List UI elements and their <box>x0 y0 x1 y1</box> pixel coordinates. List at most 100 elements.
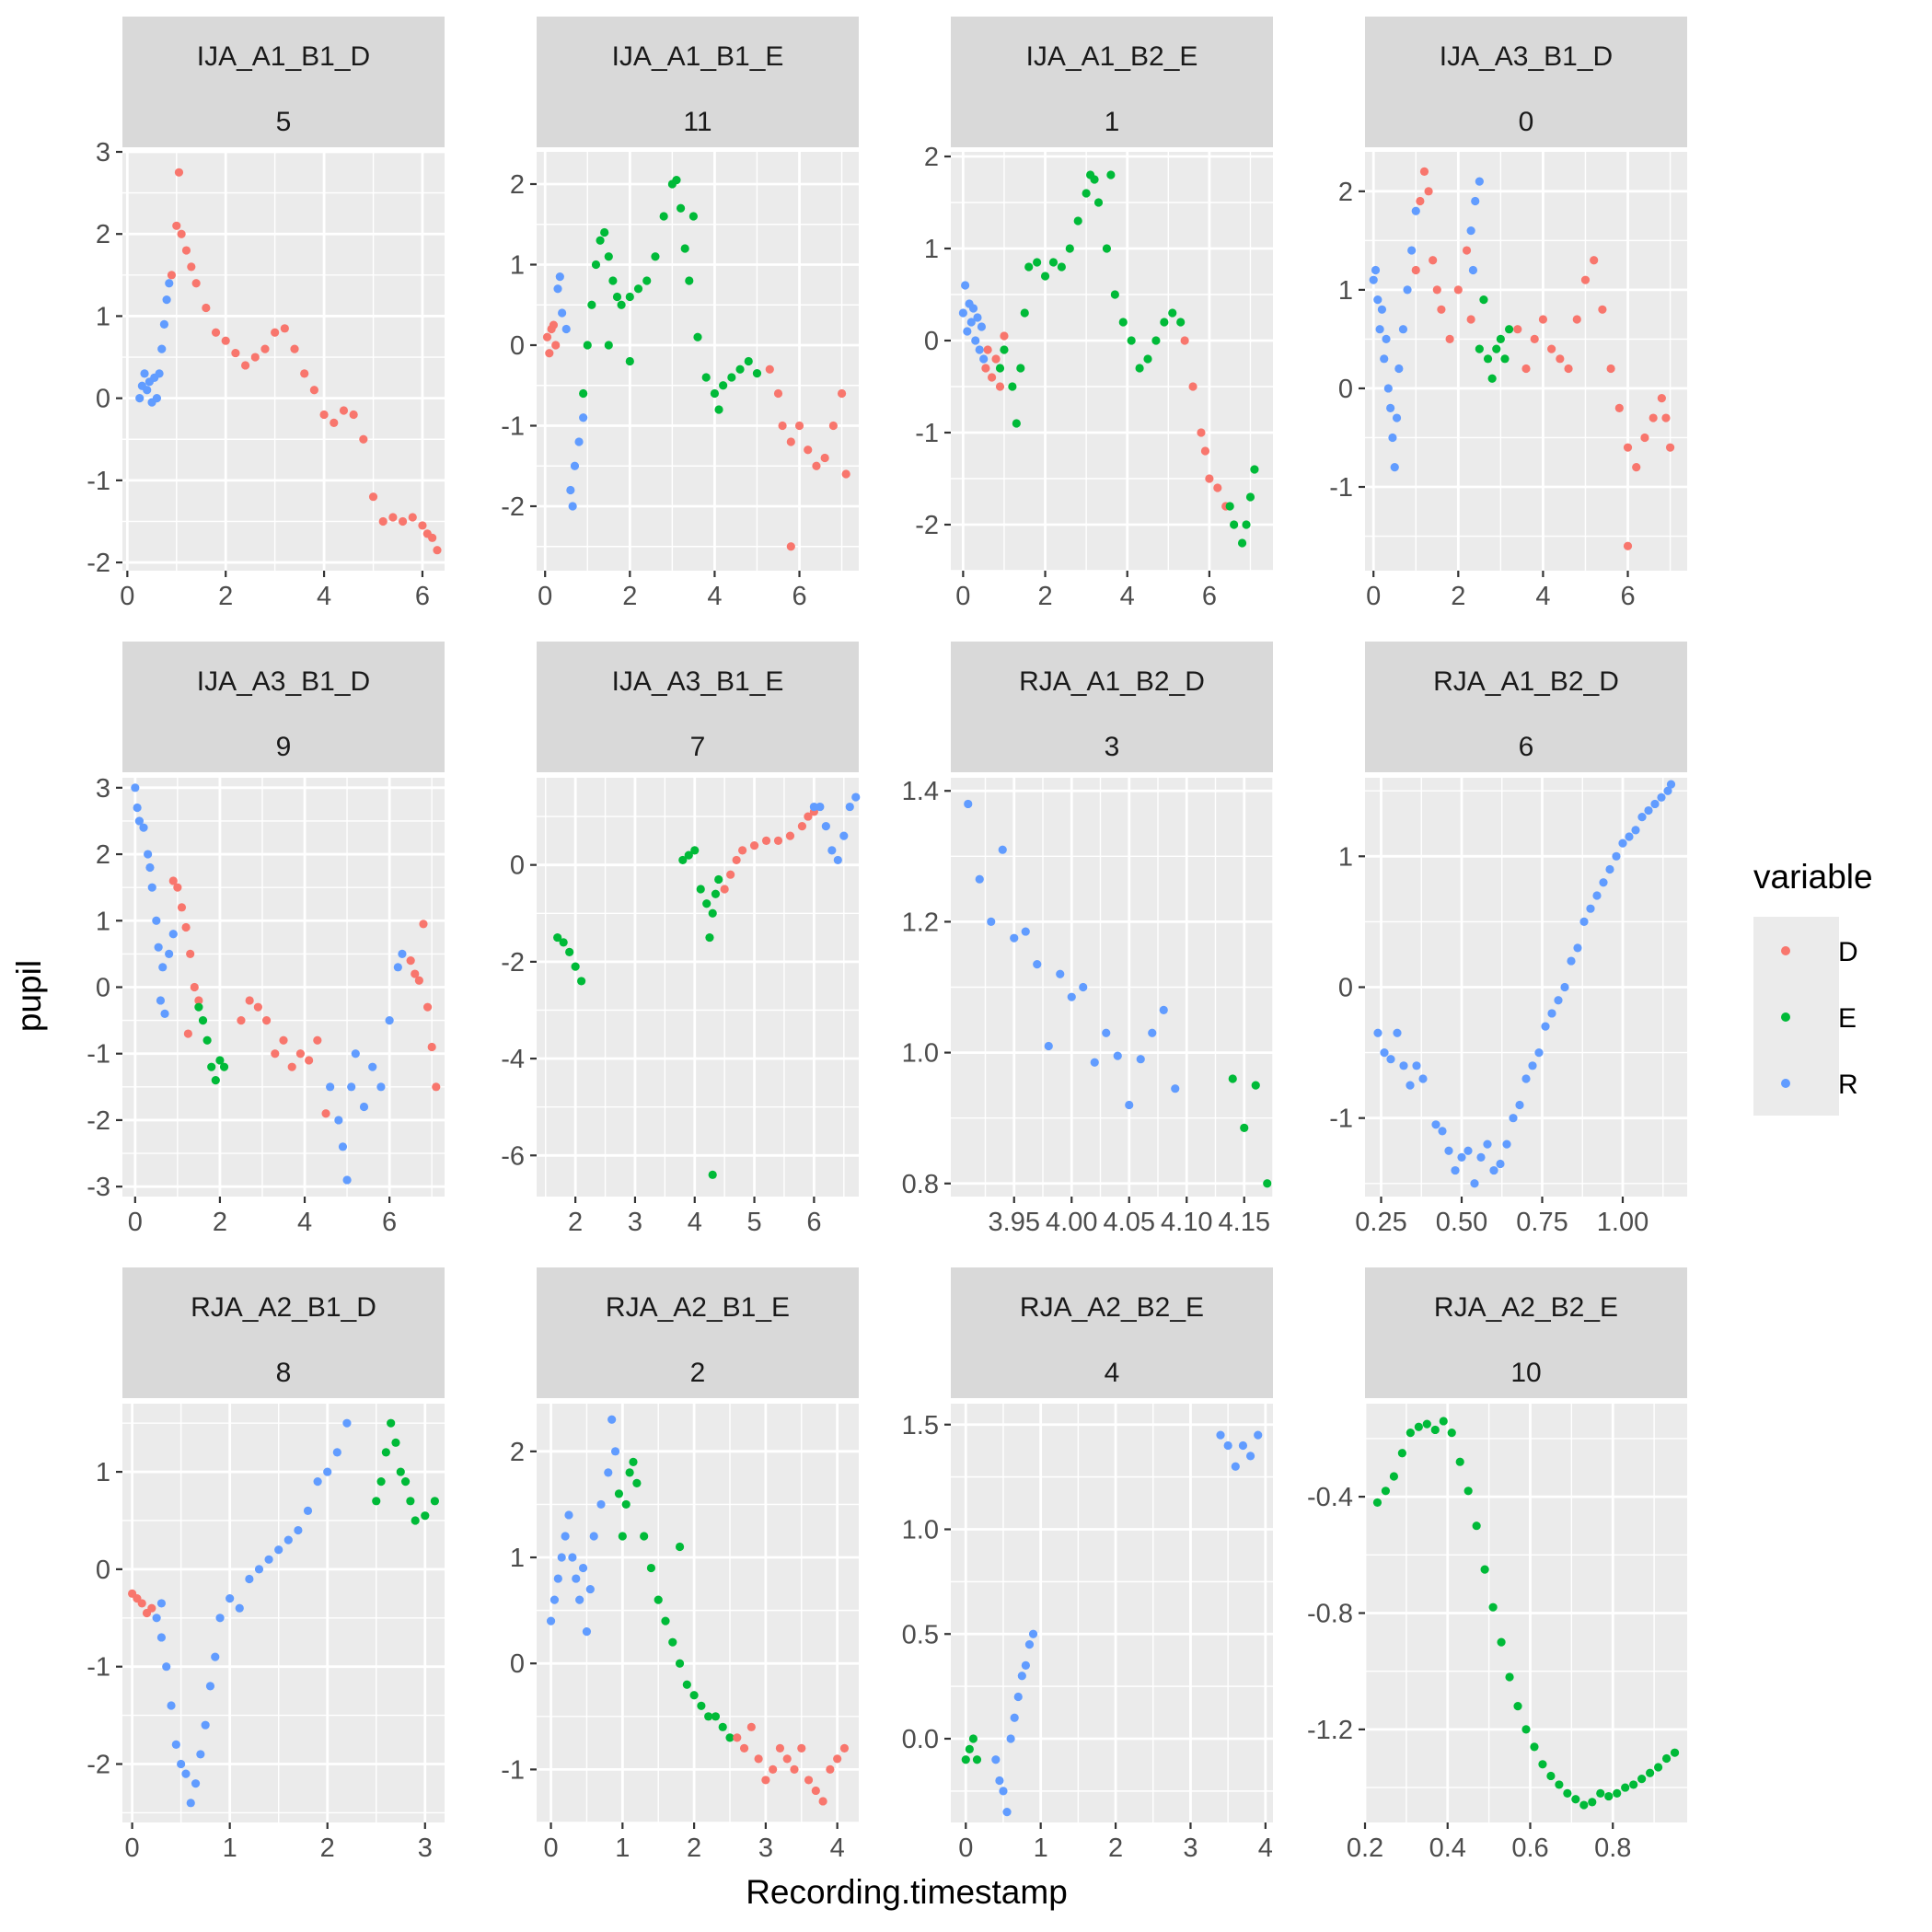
data-point-D <box>1453 285 1463 295</box>
data-point-R <box>575 1595 584 1604</box>
panel-background <box>537 778 859 1197</box>
data-point-R <box>323 1467 332 1476</box>
y-tick-label: -1 <box>501 1755 525 1785</box>
data-point-D <box>739 1743 749 1753</box>
facet-strip-label: RJA_A1_B2_D <box>1019 666 1205 697</box>
data-point-E <box>587 300 596 309</box>
data-point-E <box>612 292 622 302</box>
data-point-R <box>961 281 970 290</box>
x-tick-label: 0 <box>120 582 134 611</box>
data-point-D <box>240 361 250 370</box>
facet-strip-sublabel: 1 <box>1105 107 1120 137</box>
data-point-R <box>1006 1734 1015 1743</box>
data-point-D <box>1424 187 1433 196</box>
data-point-E <box>396 1467 405 1476</box>
data-point-D <box>411 969 420 978</box>
data-point-R <box>152 916 161 925</box>
facet-strip-sublabel: 6 <box>1519 732 1534 762</box>
data-point-R <box>1509 1114 1518 1123</box>
data-point-E <box>1118 318 1128 327</box>
data-point-E <box>1646 1768 1655 1777</box>
data-point-D <box>812 461 821 470</box>
data-point-R <box>158 963 168 972</box>
axes: 2 3 4 5 6 -6 -4 -2 0 <box>501 851 821 1237</box>
data-point-E <box>559 938 568 947</box>
data-point-D <box>811 1786 820 1796</box>
data-point-D <box>1649 413 1658 422</box>
facet-panel: RJA_A2_B2_E 10 0.2 0.4 0.6 0.8 -1.2 -0.8 -0.4 <box>1307 1267 1687 1863</box>
x-tick-label: 4.15 <box>1219 1208 1270 1237</box>
y-tick-label: -6 <box>501 1141 525 1171</box>
data-point-D <box>1623 541 1633 550</box>
data-point-D <box>1466 315 1475 324</box>
data-point-R <box>839 831 849 840</box>
data-point-R <box>156 996 166 1005</box>
x-tick-label: 1 <box>223 1834 237 1863</box>
data-point-E <box>1176 318 1186 327</box>
data-point-E <box>744 356 753 366</box>
data-point-D <box>418 521 427 530</box>
data-point-E <box>682 1680 691 1689</box>
data-point-R <box>1028 1629 1038 1638</box>
data-point-E <box>219 1062 229 1071</box>
y-tick-label: -3 <box>87 1173 110 1202</box>
data-point-E <box>1127 336 1136 345</box>
y-tick-label: 2 <box>510 170 525 200</box>
data-point-D <box>1521 364 1531 374</box>
legend-key-R <box>1781 1079 1790 1088</box>
data-point-E <box>711 889 721 898</box>
data-point-R <box>1599 878 1608 887</box>
panel-background <box>122 152 445 571</box>
data-point-E <box>1397 1449 1406 1458</box>
data-point-R <box>1388 433 1397 443</box>
data-point-R <box>851 792 861 802</box>
data-point-E <box>1621 1783 1630 1792</box>
y-tick-label: 0 <box>510 851 525 881</box>
data-point-E <box>1106 170 1116 179</box>
data-point-E <box>1563 1788 1572 1799</box>
data-point-E <box>198 1016 208 1025</box>
data-point-E <box>579 388 588 399</box>
data-point-D <box>388 513 398 522</box>
data-point-D <box>828 421 838 431</box>
data-points <box>135 168 442 555</box>
data-point-E <box>625 292 634 302</box>
x-tick-label: 2 <box>1108 1834 1123 1863</box>
data-point-R <box>1382 334 1391 344</box>
data-point-D <box>761 836 771 845</box>
data-points <box>958 170 1259 548</box>
data-point-E <box>1237 538 1247 548</box>
data-point-E <box>1093 198 1104 207</box>
data-point-D <box>726 870 735 879</box>
data-point-E <box>1151 336 1161 345</box>
data-point-R <box>157 344 167 353</box>
data-point-R <box>226 1594 235 1603</box>
data-point-D <box>1547 344 1556 353</box>
data-point-E <box>1504 325 1514 334</box>
data-point-E <box>640 1532 649 1541</box>
facet-panel: IJA_A1_B2_E 1 0 2 4 6 -2 -1 0 1 2 <box>915 17 1273 611</box>
data-points <box>1373 780 1676 1188</box>
data-point-R <box>585 1584 595 1594</box>
data-point-R <box>1399 1061 1408 1070</box>
data-point-R <box>564 1510 573 1520</box>
facet-strip-label: RJA_A1_B2_D <box>1433 666 1619 697</box>
data-point-D <box>300 369 309 378</box>
data-point-R <box>998 845 1007 854</box>
data-point-R <box>1470 1179 1479 1188</box>
data-point-D <box>790 1764 799 1775</box>
data-point-R <box>1010 933 1019 943</box>
y-tick-label: 0 <box>510 1649 525 1679</box>
data-point-D <box>190 982 199 992</box>
data-point-E <box>1530 1742 1539 1752</box>
data-point-D <box>183 1029 192 1038</box>
data-point-E <box>1008 382 1017 391</box>
y-tick-label: 1 <box>96 302 110 331</box>
data-point-E <box>1497 1637 1506 1647</box>
data-point-D <box>1437 305 1446 314</box>
data-point-R <box>1373 295 1382 305</box>
data-point-R <box>999 1787 1008 1796</box>
data-point-D <box>991 354 1001 364</box>
data-point-R <box>342 1175 352 1185</box>
data-point-D <box>551 341 561 350</box>
